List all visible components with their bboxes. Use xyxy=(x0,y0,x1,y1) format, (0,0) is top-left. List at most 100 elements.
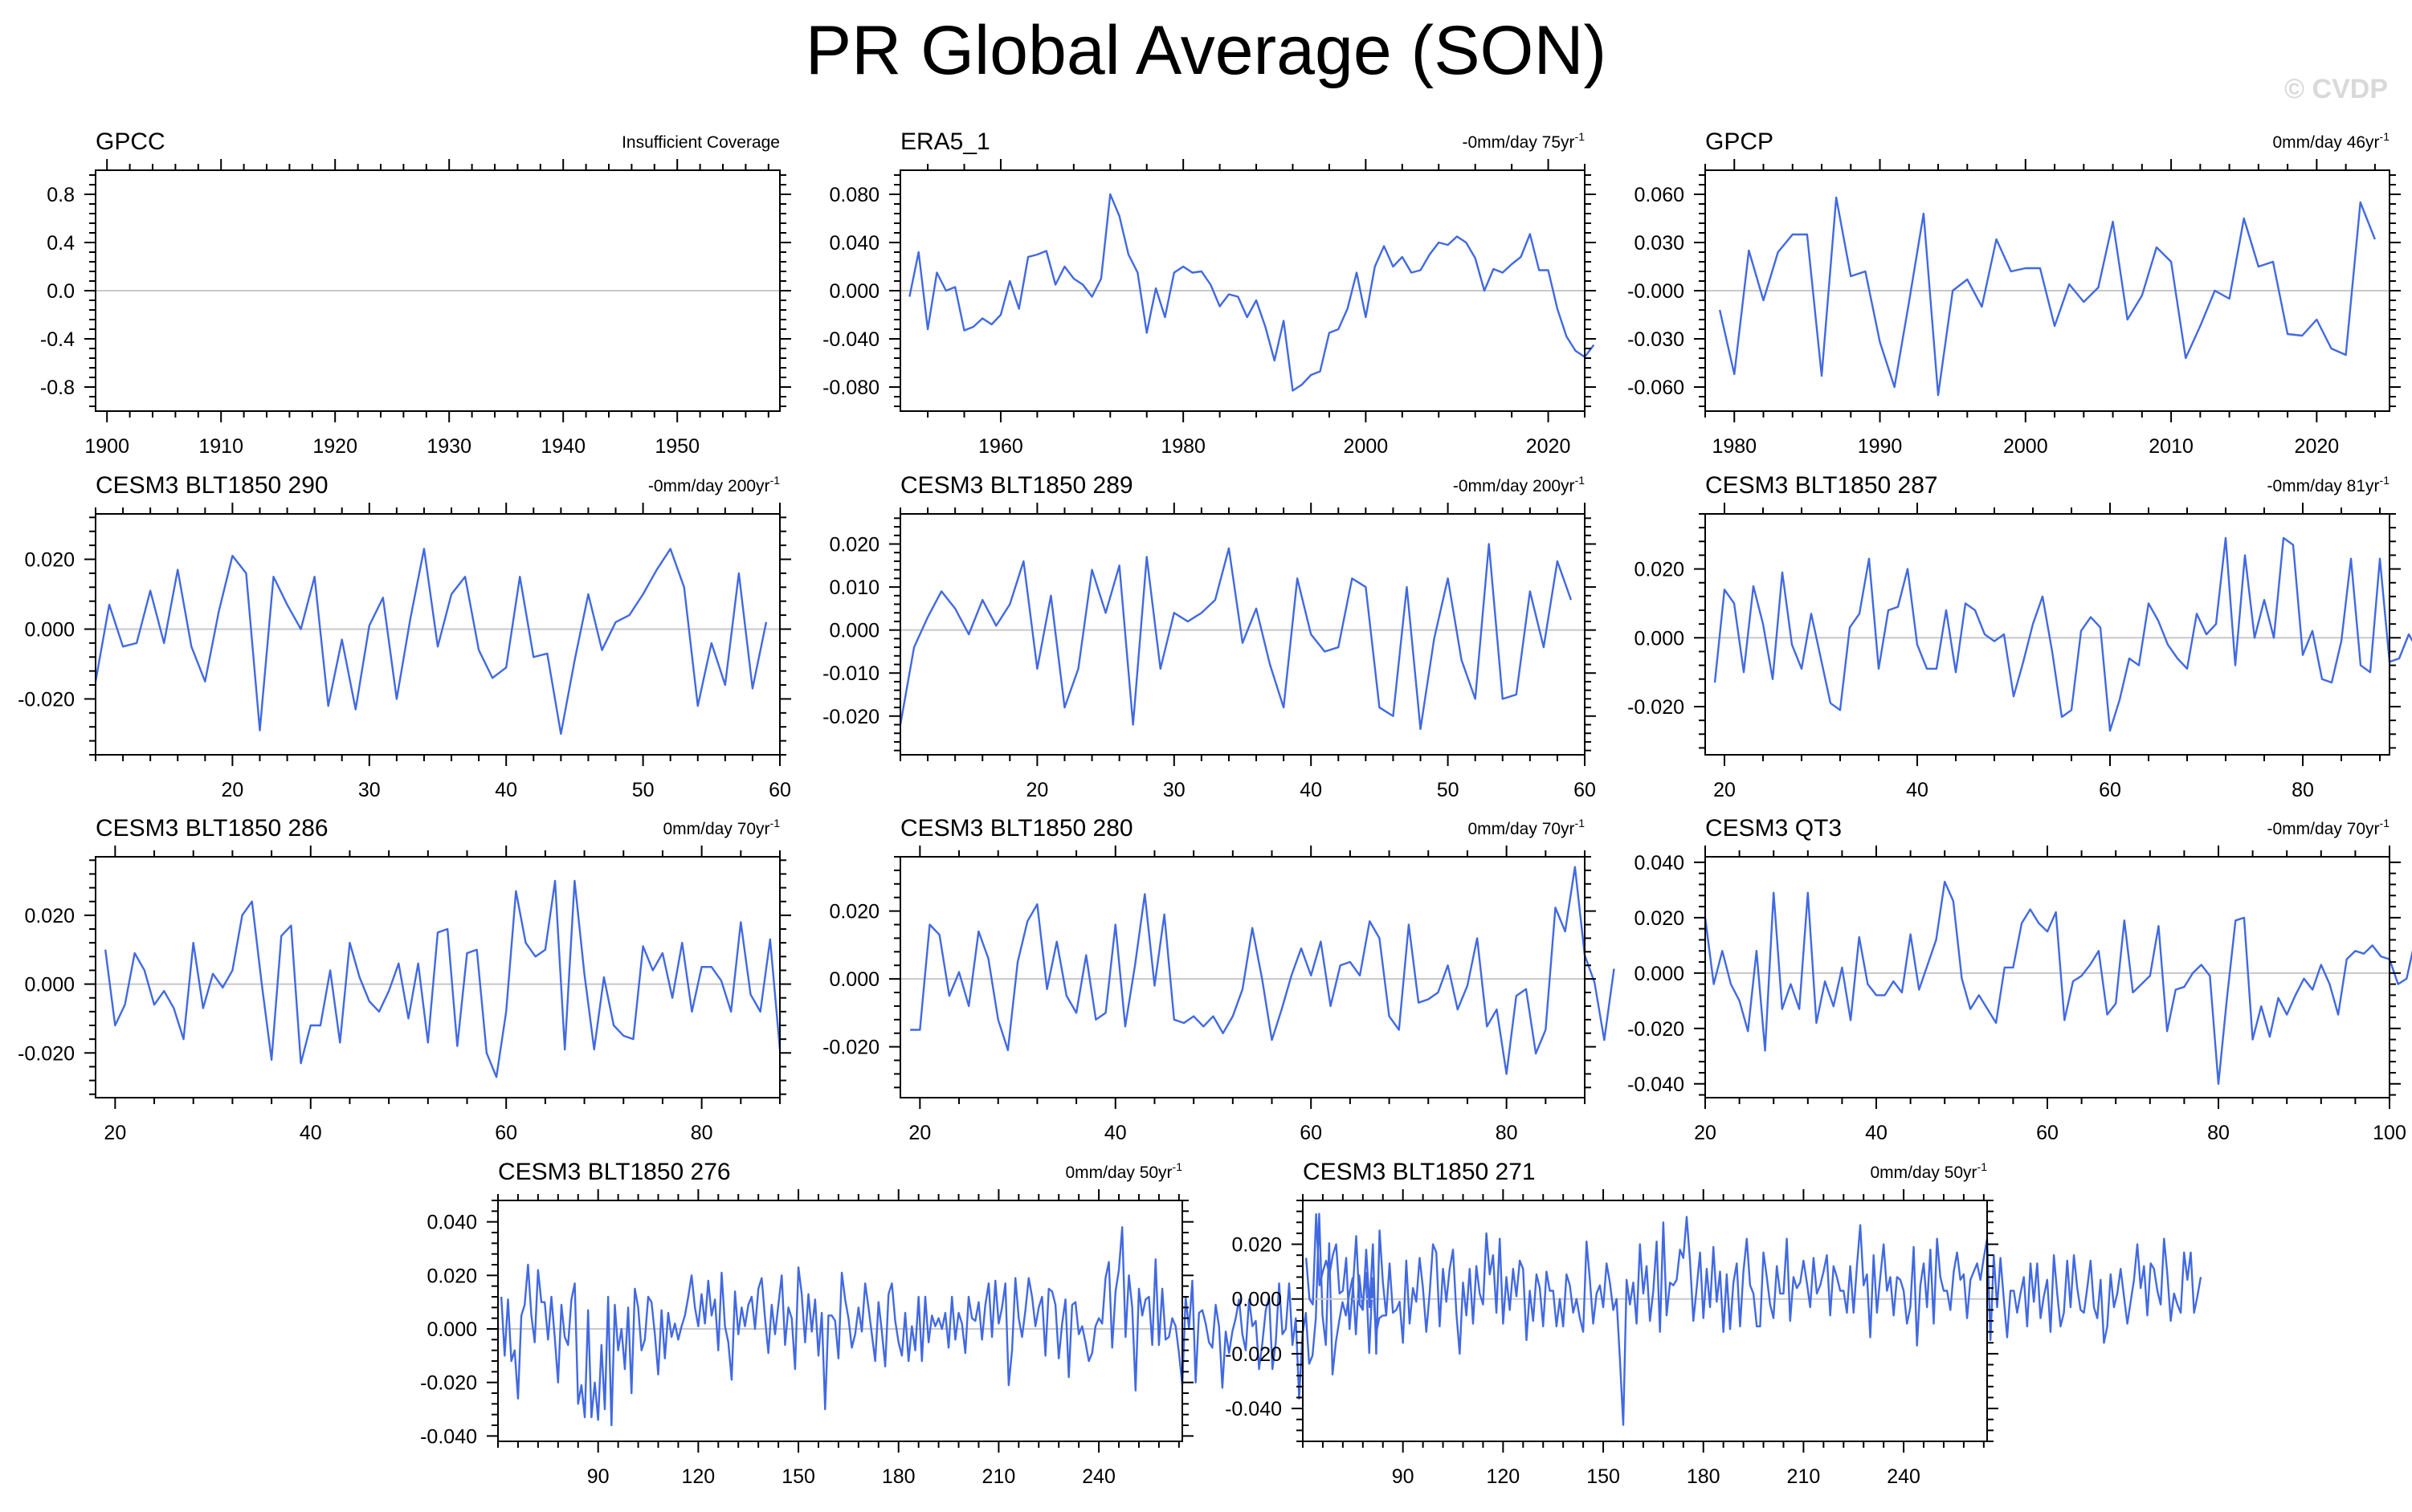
y-tick-label: -0.040 xyxy=(822,328,880,351)
x-tick-label: 20 xyxy=(104,1122,126,1144)
x-tick-label: 150 xyxy=(1586,1465,1620,1488)
panel-title: CESM3 QT3 xyxy=(1705,815,1842,842)
annotation-text: -0mm/day 200yr xyxy=(1453,477,1575,495)
x-tick-label: 20 xyxy=(1026,779,1048,801)
annotation-text: -0mm/day 75yr xyxy=(1463,133,1575,152)
series-line xyxy=(1304,1212,2202,1426)
x-tick-label: 60 xyxy=(769,779,791,801)
y-tick-label: 0.000 xyxy=(426,1318,477,1341)
panel-annotation: 0mm/day 50yr-1 xyxy=(1871,1160,1988,1182)
x-tick-label: 40 xyxy=(1300,779,1322,801)
y-tick-label: 0.000 xyxy=(24,618,75,641)
x-tick-label: 210 xyxy=(982,1465,1016,1488)
panel-10: 90 120 150 180 210 240 0.020 0.000 -0.020 -0.040 C… xyxy=(1225,1159,2202,1488)
x-tick-label: 120 xyxy=(1487,1465,1520,1488)
x-tick-label: 80 xyxy=(2292,779,2314,801)
y-tick-label: 0.0 xyxy=(47,280,75,303)
x-tick-label: 60 xyxy=(495,1122,517,1144)
x-tick-label: 1980 xyxy=(1712,435,1757,458)
panel-5: 20 40 60 80 0.020 0.000 -0.020 CESM3 BLT1850 28… xyxy=(1627,472,2412,801)
y-tick-label: 0.000 xyxy=(829,620,880,642)
y-tick-label: 0.000 xyxy=(829,968,880,991)
x-tick-label: 1940 xyxy=(541,435,586,458)
x-tick-label: 1980 xyxy=(1161,435,1206,458)
y-tick-label: -0.020 xyxy=(1627,1018,1684,1041)
x-tick-label: 240 xyxy=(1887,1465,1920,1488)
x-tick-label: 30 xyxy=(358,779,381,801)
y-tick-label: -0.040 xyxy=(1627,1074,1684,1096)
y-tick-label: 0.000 xyxy=(1231,1289,1282,1311)
y-tick-label: 0.020 xyxy=(1634,907,1684,930)
y-tick-label: 0.080 xyxy=(829,184,880,206)
panel-4: 20 30 40 50 60 0.020 0.010 0.000 -0.010 -0.020 CES… xyxy=(822,472,1596,801)
annotation-text: Insufficient Coverage xyxy=(622,133,780,152)
y-tick-label: 0.000 xyxy=(1634,963,1684,985)
panel-title: ERA5_1 xyxy=(900,128,990,155)
y-tick-label: 0.000 xyxy=(1634,627,1684,650)
y-tick-label: 0.4 xyxy=(47,232,75,255)
x-tick-label: 40 xyxy=(1906,779,1928,801)
x-tick-label: 60 xyxy=(1573,779,1596,801)
annotation-text: -0mm/day 70yr xyxy=(2267,820,2380,838)
y-tick-label: -0.030 xyxy=(1627,328,1684,351)
y-tick-label: 0.000 xyxy=(829,280,880,303)
x-tick-label: 40 xyxy=(1104,1122,1127,1144)
x-tick-label: 50 xyxy=(1437,779,1459,801)
x-tick-label: 180 xyxy=(882,1465,916,1488)
panel-6: 20 40 60 80 0.020 0.000 -0.020 CESM3 BLT1850 28… xyxy=(18,815,791,1144)
panel-title: CESM3 BLT1850 276 xyxy=(498,1159,731,1185)
x-tick-label: 1960 xyxy=(978,435,1023,458)
panel-title: CESM3 BLT1850 286 xyxy=(96,815,329,842)
y-tick-label: 0.020 xyxy=(1231,1234,1282,1257)
annotation-text: 0mm/day 70yr xyxy=(663,820,770,838)
panel-0: 1900 1910 1920 1930 1940 1950 0.8 0.4 0.0 -0.4 -0.… xyxy=(40,128,791,458)
x-tick-label: 2010 xyxy=(2149,435,2194,458)
y-tick-label: 0.040 xyxy=(426,1212,477,1234)
x-tick-label: 60 xyxy=(2099,779,2121,801)
x-tick-label: 20 xyxy=(908,1122,931,1144)
y-tick-label: -0.020 xyxy=(18,688,75,711)
annotation-superscript: -1 xyxy=(2380,130,2390,143)
panel-title: CESM3 BLT1850 280 xyxy=(900,815,1133,842)
x-tick-label: 1990 xyxy=(1858,435,1903,458)
x-tick-label: 1950 xyxy=(655,435,700,458)
panel-title: GPCC xyxy=(96,128,165,155)
x-tick-label: 120 xyxy=(682,1465,716,1488)
x-tick-label: 60 xyxy=(2036,1122,2059,1144)
x-tick-label: 40 xyxy=(300,1122,322,1144)
x-tick-label: 80 xyxy=(691,1122,713,1144)
x-tick-label: 90 xyxy=(1392,1465,1414,1488)
y-tick-label: -0.010 xyxy=(822,662,880,685)
y-tick-label: -0.040 xyxy=(1225,1398,1282,1420)
annotation-superscript: -1 xyxy=(1575,474,1586,487)
plot-frame xyxy=(95,513,781,756)
annotation-superscript: -1 xyxy=(1575,130,1586,143)
x-tick-label: 30 xyxy=(1163,779,1186,801)
y-tick-label: -0.020 xyxy=(420,1372,477,1395)
series-line xyxy=(94,548,768,736)
panel-annotation: 0mm/day 50yr-1 xyxy=(1066,1160,1183,1182)
annotation-superscript: -1 xyxy=(770,817,781,829)
panel-2: 1980 1990 2000 2010 2020 0.060 0.030 -0.000 -0.0… xyxy=(1627,128,2401,458)
panel-8: 20 40 60 80 100 0.040 0.020 0.000 -0.020 -0.040 CE… xyxy=(1627,815,2412,1144)
panel-annotation: 0mm/day 70yr-1 xyxy=(663,817,781,838)
x-tick-label: 240 xyxy=(1082,1465,1116,1488)
x-tick-label: 2000 xyxy=(2003,435,2048,458)
panel-title: CESM3 BLT1850 290 xyxy=(96,472,329,499)
plot-frame xyxy=(900,856,1586,1098)
series-line xyxy=(1704,880,2412,1085)
x-tick-label: 80 xyxy=(2207,1122,2230,1144)
x-tick-label: 50 xyxy=(632,779,655,801)
y-tick-label: 0.010 xyxy=(829,577,880,599)
x-tick-label: 80 xyxy=(1496,1122,1518,1144)
annotation-text: 0mm/day 70yr xyxy=(1468,820,1575,838)
panel-title: GPCP xyxy=(1705,128,1773,155)
annotation-superscript: -1 xyxy=(770,474,781,487)
panel-title: CESM3 BLT1850 287 xyxy=(1705,472,1938,499)
plot-frame xyxy=(1302,1200,1988,1442)
y-tick-label: 0.020 xyxy=(24,905,75,927)
y-tick-label: -0.020 xyxy=(18,1042,75,1065)
x-tick-label: 90 xyxy=(587,1465,610,1488)
y-tick-label: 0.020 xyxy=(1634,559,1684,581)
y-tick-label: -0.080 xyxy=(822,377,880,399)
